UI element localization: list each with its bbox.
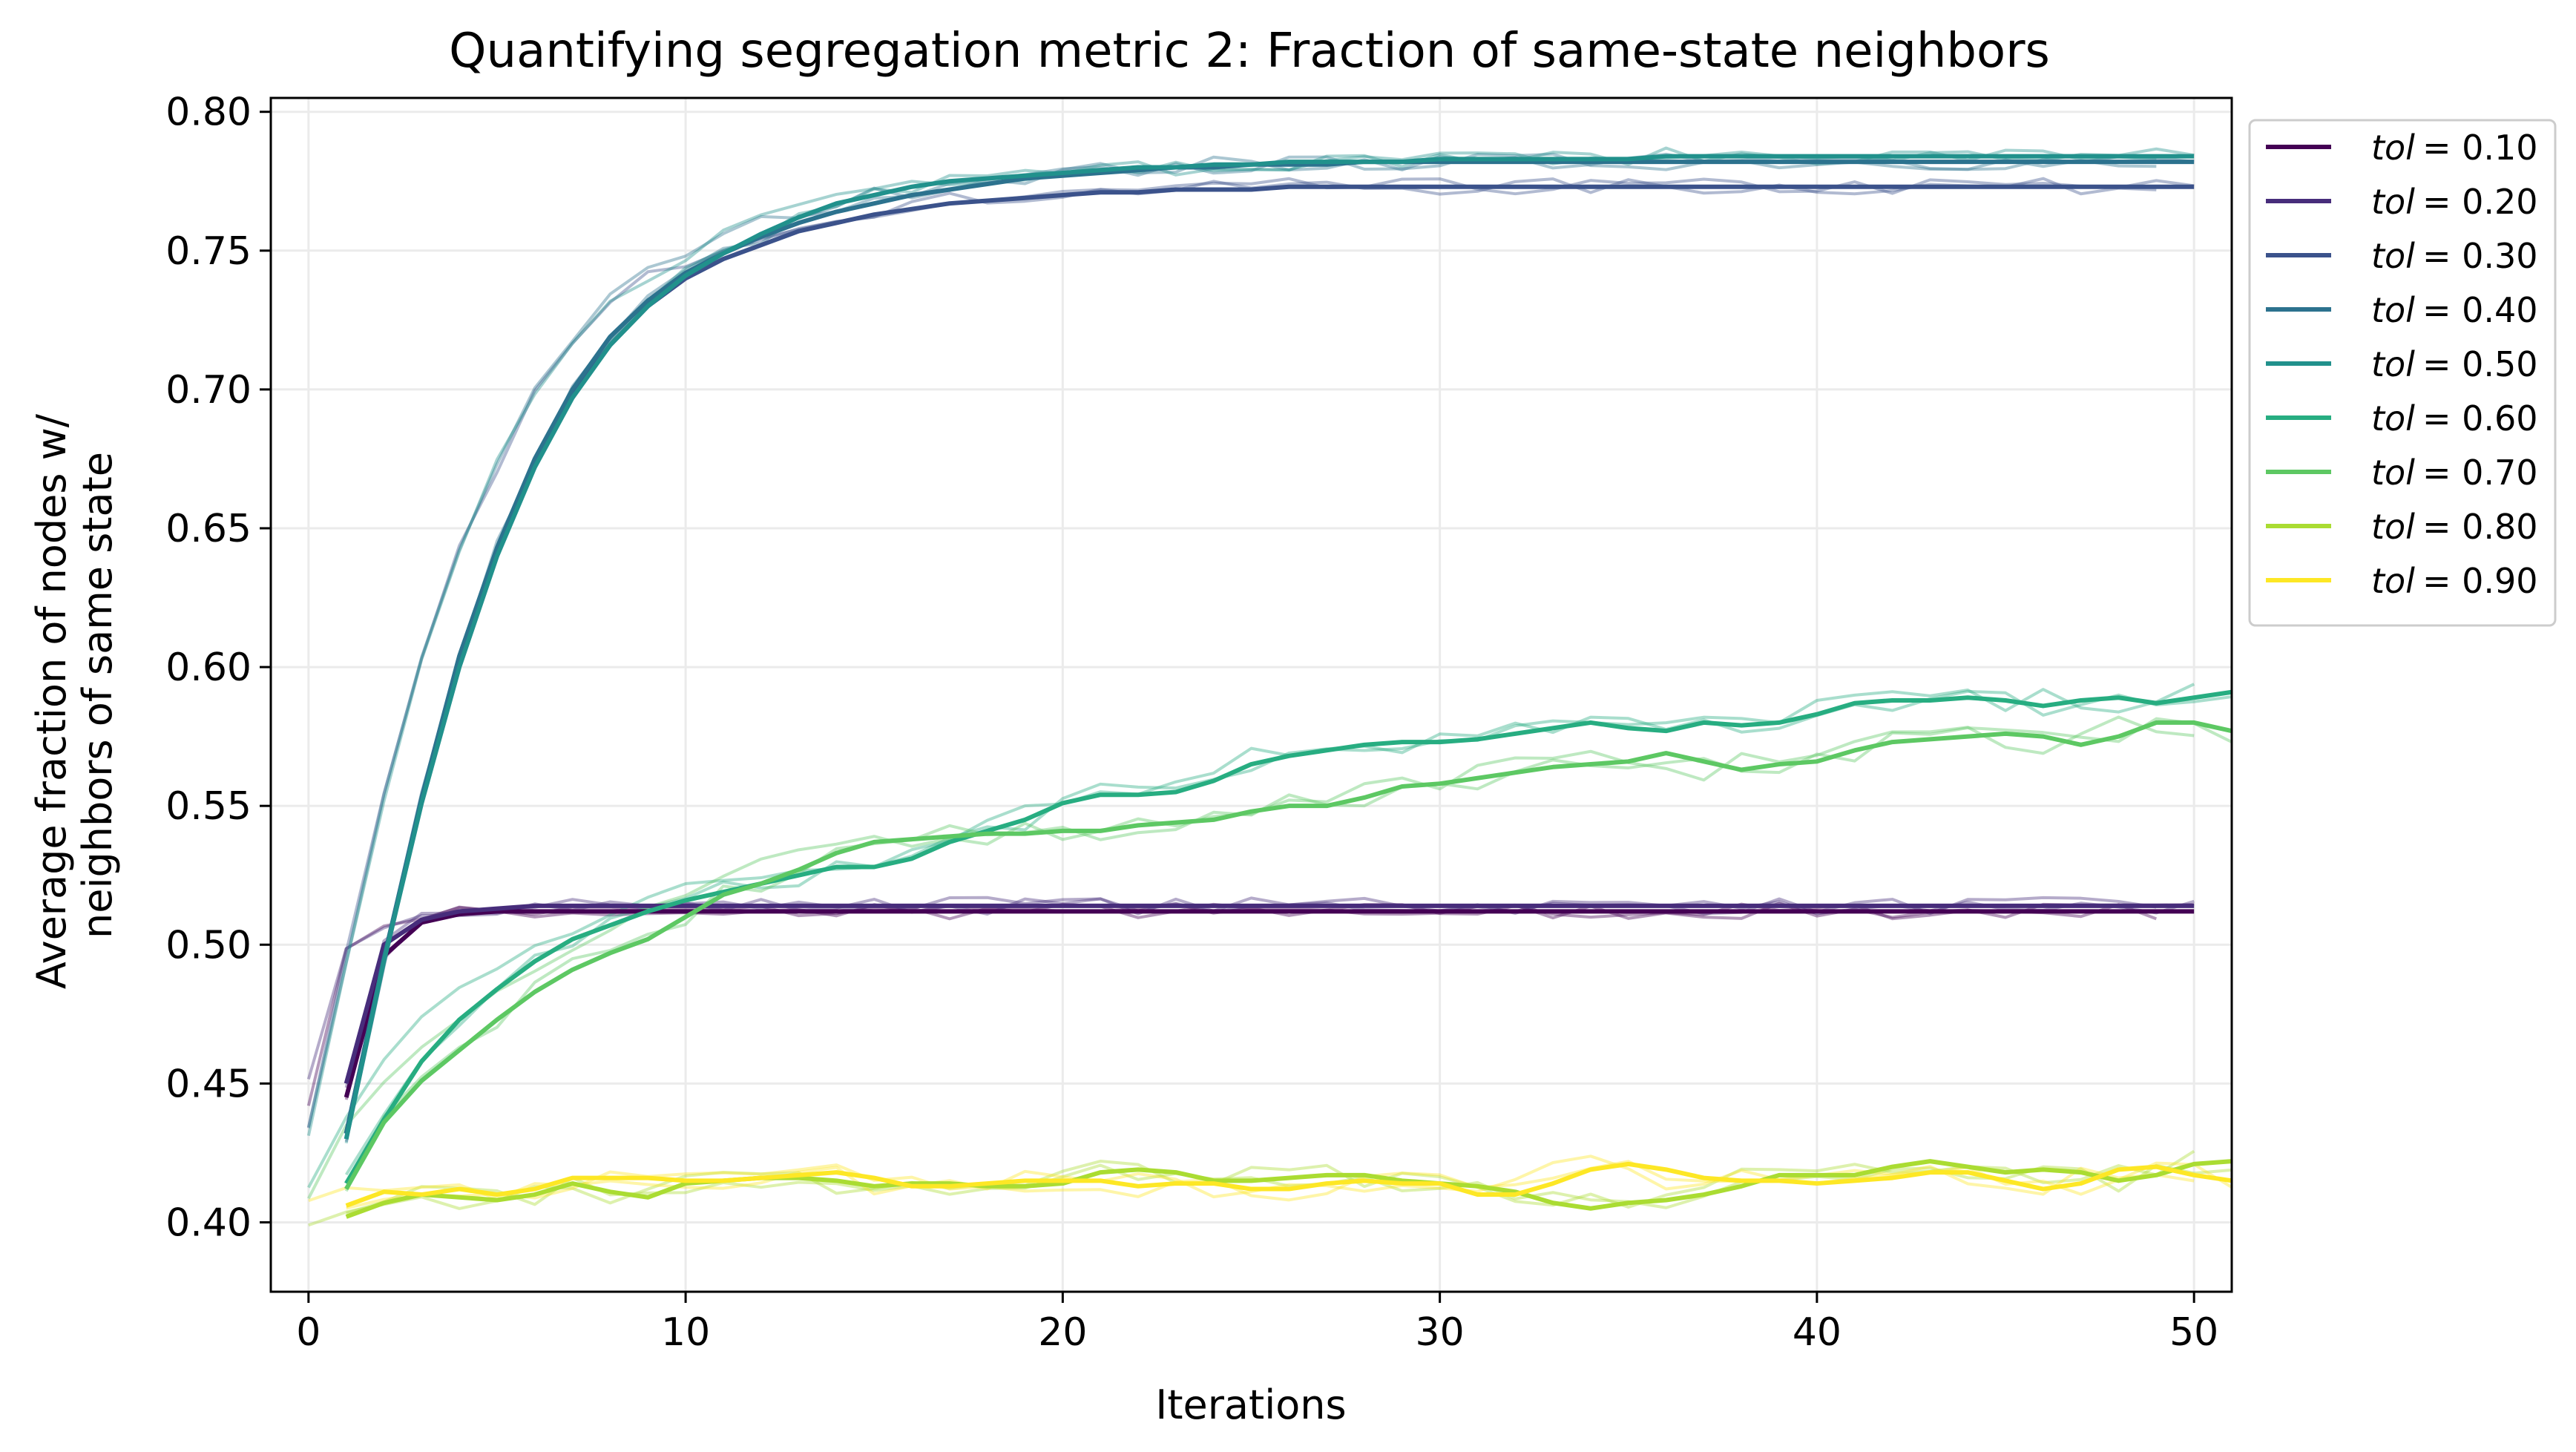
x-tick-label: 30 (1416, 1310, 1465, 1355)
legend-entry: tol = 0.30 (2371, 236, 2538, 276)
legend-variable: tol (2371, 561, 2415, 601)
y-axis-label: Average fraction of nodes w/ neighbors o… (28, 401, 121, 989)
legend-box (2248, 119, 2557, 627)
series-line (345, 1161, 2232, 1208)
legend-value: = 0.20 (2422, 182, 2538, 222)
series-line (344, 903, 2195, 1085)
series-line (344, 689, 2232, 1185)
y-tick-label: 0.80 (165, 91, 252, 135)
x-tick-label: 0 (296, 1310, 321, 1355)
replicate-line (308, 1154, 2195, 1203)
plot-area-frame (269, 96, 2233, 1293)
legend-value: = 0.30 (2422, 236, 2538, 276)
legend-variable: tol (2371, 290, 2415, 330)
y-tick-label: 0.60 (165, 645, 252, 690)
y-tick-label: 0.55 (165, 784, 252, 829)
series-line (344, 154, 2195, 1140)
replicate-line (306, 177, 2157, 1129)
y-tick-label: 0.40 (165, 1200, 252, 1245)
series-line (345, 1159, 2232, 1219)
series-line (344, 720, 2232, 1191)
x-tick-label: 40 (1793, 1310, 1841, 1355)
y-tick-label: 0.45 (165, 1062, 252, 1106)
y-tick-label: 0.70 (165, 368, 252, 413)
legend-value: = 0.10 (2422, 128, 2538, 168)
x-tick-label: 10 (661, 1310, 710, 1355)
legend-entry: tol = 0.70 (2371, 453, 2538, 493)
legend-entry: tol = 0.20 (2371, 182, 2538, 222)
legend-entry: tol = 0.10 (2371, 128, 2538, 168)
legend-variable: tol (2371, 398, 2415, 438)
legend-entry: tol = 0.80 (2371, 507, 2538, 547)
x-axis-label: Iterations (1155, 1382, 1346, 1428)
legend-entry: tol = 0.60 (2371, 398, 2538, 438)
chart-title: Quantifying segregation metric 2: Fracti… (449, 24, 2050, 79)
grid (271, 98, 2232, 1292)
y-tick-label: 0.50 (165, 923, 252, 968)
x-tick-label: 20 (1038, 1310, 1087, 1355)
legend-variable: tol (2371, 128, 2415, 168)
legend-value: = 0.50 (2422, 344, 2538, 384)
legend-variable: tol (2371, 182, 2415, 222)
series-lines (344, 154, 2232, 1219)
y-axis-label-line-1: Average fraction of nodes w/ (28, 413, 75, 989)
legend-entry: tol = 0.40 (2371, 290, 2538, 330)
legend-value: = 0.60 (2422, 398, 2538, 438)
legend-value: = 0.70 (2422, 453, 2538, 493)
y-axis-label-line-2: neighbors of same state (74, 452, 121, 939)
legend-variable: tol (2371, 507, 2415, 547)
axis-ticks: 0 10 20 30 40 50 0.40 0.45 0.50 0.55 0.60 0.65 0.70 0… (165, 91, 2218, 1355)
y-tick-label: 0.75 (165, 229, 252, 274)
legend-entry: tol = 0.90 (2371, 561, 2538, 601)
legend-entry: tol = 0.50 (2371, 344, 2538, 384)
legend-variable: tol (2371, 236, 2415, 276)
replicate-line (307, 683, 2195, 1189)
legend-variable: tol (2371, 453, 2415, 493)
y-tick-label: 0.65 (165, 507, 252, 551)
x-tick-label: 50 (2169, 1310, 2218, 1355)
legend-value: = 0.80 (2422, 507, 2538, 547)
legend-value: = 0.40 (2422, 290, 2538, 330)
legend-variable: tol (2371, 344, 2415, 384)
legend-value: = 0.90 (2422, 561, 2538, 601)
